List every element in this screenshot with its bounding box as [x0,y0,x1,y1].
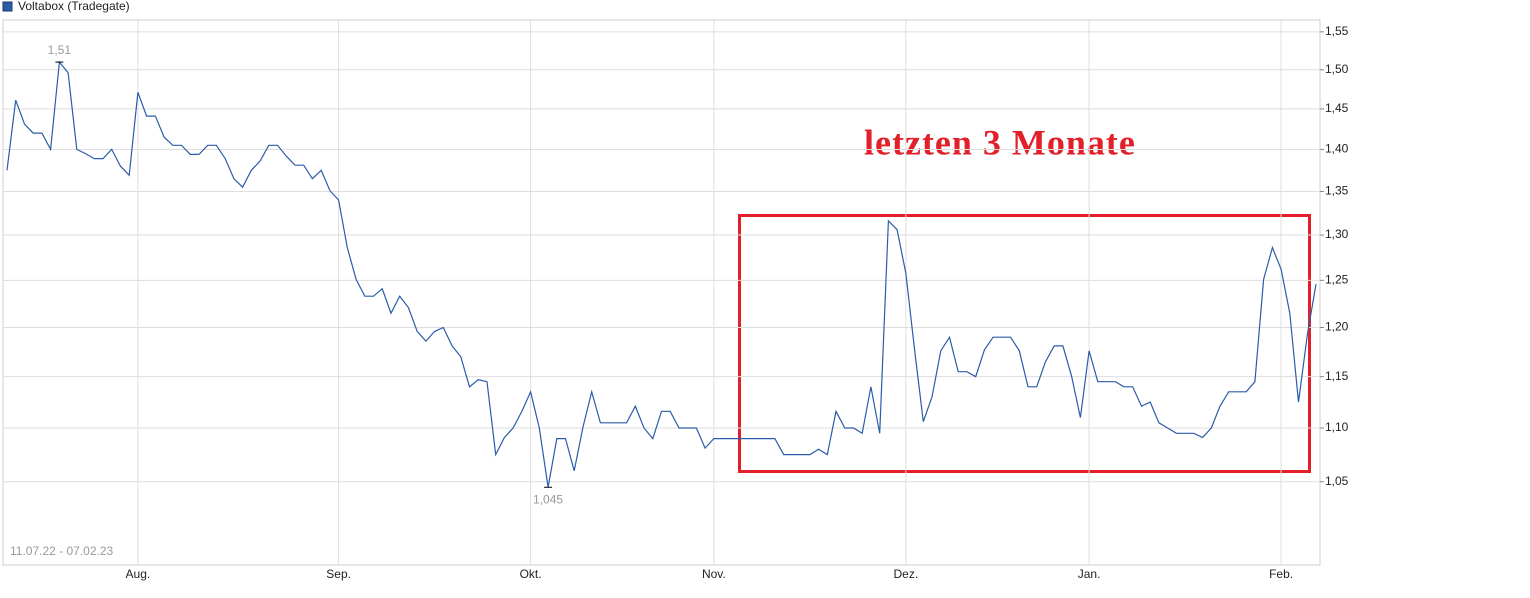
x-tick-label: Okt. [520,567,542,581]
legend-label: Voltabox (Tradegate) [18,0,130,13]
y-tick-label: 1,10 [1325,420,1349,434]
x-tick-label: Sep. [326,567,351,581]
y-tick-label: 1,05 [1325,474,1349,488]
y-tick-label: 1,55 [1325,24,1349,38]
x-tick-label: Aug. [126,567,151,581]
low-label: 1,045 [533,492,563,506]
x-tick-label: Jan. [1078,567,1101,581]
y-tick-label: 1,50 [1325,62,1349,76]
y-tick-label: 1,25 [1325,273,1349,287]
x-tick-label: Feb. [1269,567,1293,581]
x-tick-label: Dez. [894,567,919,581]
price-line [6,60,1317,488]
high-label: 1,51 [48,43,72,57]
y-tick-label: 1,30 [1325,227,1349,241]
plot-frame [2,19,1321,566]
y-tick-label: 1,20 [1325,320,1349,334]
annotation: letzten 3 Monate [864,122,1136,162]
y-tick-label: 1,35 [1325,184,1349,198]
y-tick-label: 1,40 [1325,142,1349,156]
y-tick-label: 1,45 [1325,101,1349,115]
legend-swatch [2,1,13,12]
highlight-box [738,214,1311,473]
y-tick-label: 1,15 [1325,369,1349,383]
date-range: 11.07.22 - 07.02.23 [10,544,114,558]
x-tick-label: Nov. [702,567,726,581]
